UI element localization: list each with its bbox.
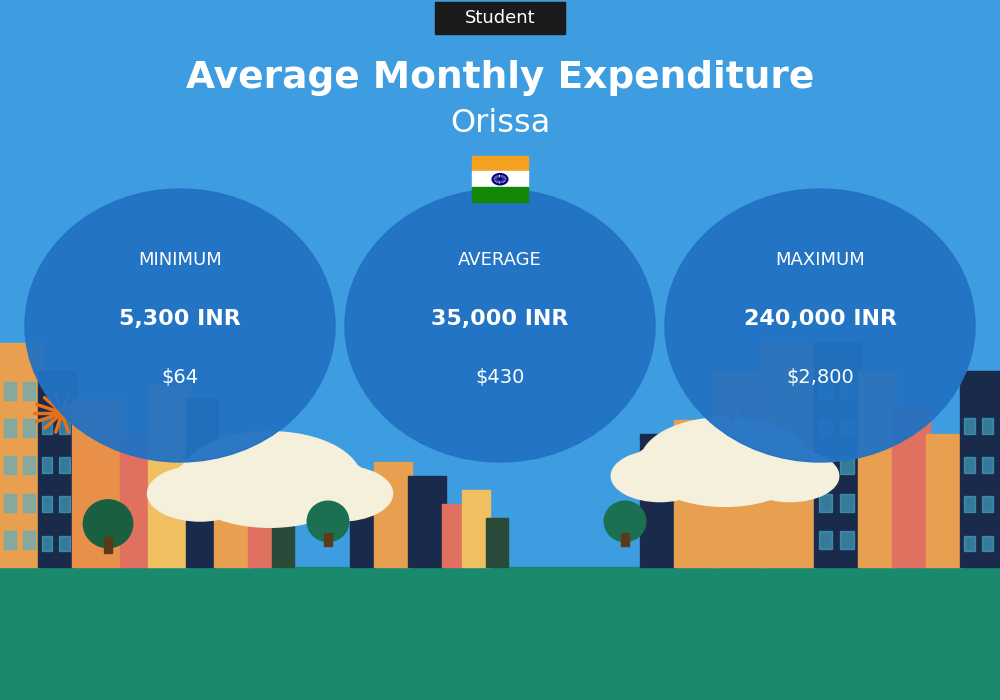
Bar <box>472 156 528 172</box>
Bar <box>42 418 52 434</box>
Text: Orissa: Orissa <box>450 108 550 139</box>
Bar <box>960 371 1000 567</box>
Bar <box>840 494 854 512</box>
Bar <box>59 418 70 434</box>
Bar <box>982 457 993 473</box>
Bar <box>4 419 16 437</box>
Bar <box>23 456 35 475</box>
Text: AVERAGE: AVERAGE <box>458 251 542 269</box>
Bar <box>214 448 252 567</box>
Ellipse shape <box>179 432 361 527</box>
Bar <box>4 494 16 512</box>
Bar <box>840 419 854 437</box>
Text: $2,800: $2,800 <box>786 368 854 387</box>
Bar <box>4 382 16 400</box>
Bar <box>964 457 975 473</box>
Bar <box>42 496 52 512</box>
Bar <box>982 496 993 512</box>
Bar <box>59 496 70 512</box>
Ellipse shape <box>631 438 748 500</box>
Bar <box>4 456 16 475</box>
Bar <box>712 371 764 567</box>
Text: $64: $64 <box>161 368 199 387</box>
Bar <box>462 490 490 567</box>
Bar <box>4 531 16 549</box>
Bar <box>486 518 508 567</box>
Bar <box>23 531 35 549</box>
Bar <box>819 456 832 475</box>
Ellipse shape <box>741 450 839 502</box>
Bar <box>472 172 528 187</box>
Text: 35,000 INR: 35,000 INR <box>431 309 569 328</box>
Bar <box>350 490 378 567</box>
Bar <box>42 457 52 473</box>
Ellipse shape <box>345 189 655 462</box>
Bar <box>42 536 52 552</box>
Text: Student: Student <box>465 9 535 27</box>
Bar <box>472 187 528 202</box>
Ellipse shape <box>611 450 709 502</box>
Bar <box>0 343 42 567</box>
Text: 5,300 INR: 5,300 INR <box>119 309 241 328</box>
Bar <box>23 382 35 400</box>
Bar <box>926 434 964 567</box>
Bar <box>964 496 975 512</box>
Bar <box>858 371 896 567</box>
Bar <box>104 537 112 553</box>
Bar <box>964 418 975 434</box>
Ellipse shape <box>604 501 646 542</box>
Bar <box>982 536 993 552</box>
Bar <box>819 494 832 512</box>
Text: MINIMUM: MINIMUM <box>138 251 222 269</box>
Bar <box>840 382 854 400</box>
Ellipse shape <box>168 454 294 519</box>
Bar <box>640 434 678 567</box>
Ellipse shape <box>148 466 252 521</box>
Ellipse shape <box>246 454 372 519</box>
Bar <box>674 420 716 567</box>
Bar <box>38 371 76 567</box>
Bar <box>72 399 124 567</box>
Ellipse shape <box>702 438 819 500</box>
Bar <box>248 462 276 567</box>
FancyBboxPatch shape <box>435 2 565 34</box>
Bar <box>59 457 70 473</box>
Ellipse shape <box>25 189 335 462</box>
Ellipse shape <box>288 466 392 521</box>
Bar <box>819 531 832 549</box>
Bar <box>819 419 832 437</box>
Bar <box>408 476 446 567</box>
Bar <box>120 434 152 567</box>
Bar <box>621 533 629 546</box>
Bar <box>840 456 854 475</box>
Bar <box>0 567 1000 700</box>
Bar <box>59 536 70 552</box>
Bar <box>760 343 818 567</box>
Ellipse shape <box>640 418 810 506</box>
Bar <box>23 419 35 437</box>
Bar <box>442 504 466 567</box>
Text: MAXIMUM: MAXIMUM <box>775 251 865 269</box>
Bar <box>186 399 218 567</box>
Bar <box>374 462 412 567</box>
Bar <box>23 494 35 512</box>
Text: 240,000 INR: 240,000 INR <box>744 309 896 328</box>
Bar <box>819 382 832 400</box>
Bar <box>892 406 930 567</box>
Ellipse shape <box>83 500 133 547</box>
Text: Average Monthly Expenditure: Average Monthly Expenditure <box>186 60 814 97</box>
Text: $430: $430 <box>475 368 525 387</box>
Bar <box>982 418 993 434</box>
Ellipse shape <box>665 189 975 462</box>
Bar <box>324 533 332 546</box>
Bar <box>840 531 854 549</box>
Bar <box>814 343 862 567</box>
Bar <box>148 385 190 567</box>
Ellipse shape <box>307 501 349 542</box>
Bar <box>272 518 294 567</box>
Bar <box>964 536 975 552</box>
